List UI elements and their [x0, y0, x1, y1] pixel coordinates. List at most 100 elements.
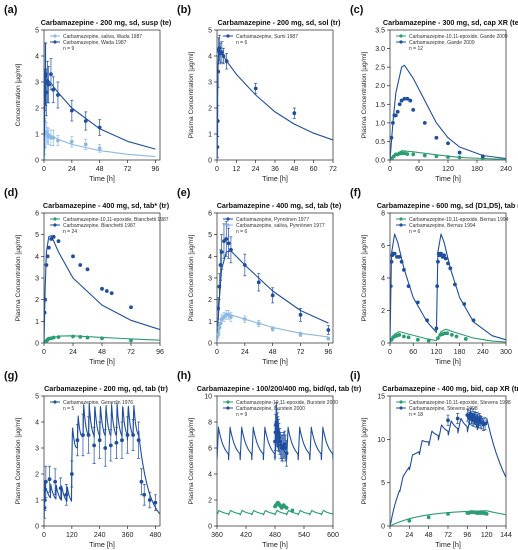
data-point: [78, 263, 83, 267]
y-axis-label: Plasma Concentration [µg/ml]: [361, 52, 368, 139]
legend-swatch-marker: [53, 400, 57, 404]
x-tick-label: 24: [252, 166, 260, 173]
x-tick-label: 0: [42, 349, 46, 356]
x-tick-label: 120: [431, 349, 443, 356]
x-tick-label: 0: [388, 532, 392, 539]
legend-entry: Carbamazepine-10,11-epoxide, Stevens 199…: [409, 400, 511, 406]
x-axis-label: Time [h]: [435, 174, 461, 183]
y-tick-label: 1: [208, 132, 212, 139]
y-tick-label: 0: [381, 341, 385, 348]
legend-entry: Carbamazepine, Gande 2009: [409, 40, 475, 46]
plot-area: [44, 403, 160, 519]
sample-size-label: n = 18: [409, 412, 423, 418]
data-point: [253, 86, 258, 91]
data-point: [399, 259, 404, 264]
x-tick-label: 48: [98, 349, 106, 356]
x-tick-label: 180: [471, 166, 483, 173]
y-tick-label: 8: [208, 420, 212, 427]
data-point: [434, 154, 439, 159]
x-axis-label: Time [h]: [262, 174, 288, 183]
y-tick-label: 4: [35, 254, 39, 261]
legend-swatch-marker: [399, 400, 403, 404]
data-point: [426, 515, 431, 520]
data-point: [109, 291, 114, 296]
x-axis-label: Time [h]: [89, 174, 115, 183]
data-point: [439, 251, 443, 256]
x-tick-label: 0: [42, 532, 46, 539]
data-point: [129, 338, 133, 343]
panel-title: Carbamazepine - 200 mg, sd, susp (te): [41, 18, 172, 27]
data-point: [284, 451, 289, 456]
data-point: [51, 136, 56, 140]
y-tick-label: 0: [35, 158, 39, 165]
x-tick-label: 120: [442, 166, 454, 173]
data-point: [108, 443, 113, 448]
panel-letter: (f): [350, 187, 361, 199]
panel-title: Carbamazepine - 200 mg, qd, tab (tr): [44, 384, 168, 393]
legend-swatch-marker: [226, 34, 230, 38]
data-point: [92, 443, 97, 448]
y-tick-label: 5: [381, 480, 385, 487]
chart-panel: (c) Carbamazepine - 300 mg, sd, cap XR (t…: [350, 4, 518, 183]
sample-size-label: n = 9: [63, 46, 74, 52]
data-point: [436, 259, 440, 264]
data-point: [270, 293, 275, 298]
data-point: [442, 253, 447, 258]
x-tick-label: 60: [310, 166, 318, 173]
legend-swatch-marker: [399, 40, 403, 44]
data-point: [139, 479, 144, 484]
panel-title: Carbamazepine - 400 mg, sd, tab* (tr): [43, 201, 170, 210]
y-axis-label: Concentration [µg/ml]: [15, 63, 22, 126]
data-point: [256, 280, 261, 285]
plot-area: [217, 221, 331, 343]
data-point: [392, 251, 397, 256]
data-point: [217, 46, 222, 51]
y-tick-label: 0: [35, 341, 39, 348]
x-axis-label: Time [h]: [89, 357, 115, 366]
chart-panel: (a) Carbamazepine - 200 mg, sd, susp (te)…: [4, 4, 172, 183]
data-point: [411, 152, 416, 157]
plot-area: [390, 64, 506, 160]
y-tick-label: 1: [35, 319, 39, 326]
data-point: [402, 96, 407, 101]
data-point: [449, 332, 454, 337]
data-point: [406, 284, 411, 289]
plot-frame: [216, 212, 334, 344]
simulation-line: [390, 233, 506, 343]
chart-panel: (h) Carbamazepine - 100/200/400 mg, bid/q…: [177, 370, 362, 549]
x-tick-label: 0: [215, 349, 219, 356]
y-tick-label: 0: [381, 524, 385, 531]
x-tick-label: 96: [463, 532, 471, 539]
plot-frame: [216, 29, 334, 161]
panel-letter: (g): [4, 370, 18, 382]
legend-swatch-marker: [399, 34, 403, 38]
y-tick-label: 2.0: [375, 83, 385, 90]
y-tick-label: 4: [381, 276, 385, 283]
x-axis-label: Time [h]: [435, 540, 461, 549]
legend-entry: Carbamazepine, Bernus 1994: [409, 223, 476, 229]
simulation-line: [217, 47, 333, 160]
data-point: [446, 418, 450, 423]
data-point: [219, 250, 224, 254]
x-tick-label: 0: [42, 166, 46, 173]
data-point: [436, 336, 440, 341]
data-point: [283, 446, 288, 450]
data-point: [229, 247, 233, 252]
y-tick-label: 0: [35, 524, 39, 531]
y-tick-label: 10: [204, 394, 212, 401]
legend-entry: Carbamazepine, Sumi 1987: [236, 34, 298, 40]
panel-title: Carbamazepine - 100/200/400 mg, bid/qd, …: [197, 384, 362, 393]
data-point: [85, 335, 90, 340]
data-point: [405, 152, 410, 156]
x-tick-label: 48: [269, 349, 277, 356]
data-point: [471, 318, 476, 323]
data-point: [446, 261, 450, 266]
x-tick-label: 240: [477, 349, 489, 356]
data-point: [292, 111, 297, 116]
x-axis-label: Time [h]: [89, 540, 115, 549]
data-point: [276, 435, 281, 440]
data-point: [47, 477, 52, 482]
sample-size-label: n = 6: [236, 40, 247, 46]
y-tick-label: 3.5: [375, 28, 385, 35]
y-tick-label: 8: [381, 211, 385, 218]
